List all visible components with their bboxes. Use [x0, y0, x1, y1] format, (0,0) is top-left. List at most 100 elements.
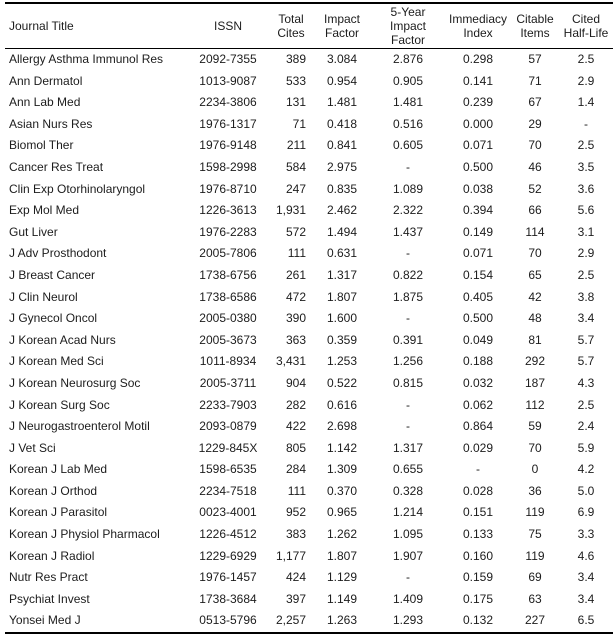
- column-header-impact_factor: Impact Factor: [313, 3, 371, 49]
- cell-total_cites: 383: [285, 527, 306, 542]
- cell-citable_items: 112: [525, 397, 545, 412]
- column-header-cited_half_life: Cited Half-Life: [559, 3, 613, 49]
- cell-cited_half_life: 2.5: [577, 267, 595, 282]
- cell-issn: 1976-2283: [199, 224, 257, 239]
- cell-cited_half_life: 4.3: [577, 375, 595, 390]
- cell-immediacy_index: 0.000: [462, 116, 494, 131]
- cell-issn: 1976-9148: [199, 138, 257, 153]
- cell-five_year_impact_factor: -: [406, 246, 410, 261]
- cell-issn: 0513-5796: [199, 613, 257, 628]
- cell-citable_items: 119: [525, 548, 545, 563]
- cell-impact_factor: 1.309: [326, 462, 358, 477]
- cell-journal_title: Psychiat Invest: [9, 591, 90, 606]
- table-row: Ann Dermatol 1013-9087 533 0.954 0.905 0.141 7…: [5, 71, 613, 93]
- cell-journal_title: Exp Mol Med: [9, 203, 80, 218]
- cell-five_year_impact_factor: 1.437: [392, 224, 424, 239]
- cell-issn: 2005-3711: [199, 375, 257, 390]
- cell-five_year_impact_factor: 0.328: [392, 483, 424, 498]
- cell-citable_items: 81: [528, 332, 542, 347]
- cell-immediacy_index: 0.405: [462, 289, 494, 304]
- cell-citable_items: 42: [528, 289, 542, 304]
- cell-issn: 1976-8710: [199, 181, 257, 196]
- cell-cited_half_life: 6.9: [577, 505, 595, 520]
- cell-cited_half_life: 3.4: [577, 570, 595, 585]
- table-row: Exp Mol Med 1226-3613 1,931 2.462 2.322 0.394…: [5, 200, 613, 222]
- cell-journal_title: Allergy Asthma Immunol Res: [9, 52, 164, 66]
- cell-journal_title: J Korean Surg Soc: [9, 397, 110, 412]
- cell-total_cites: 2,257: [275, 613, 306, 628]
- cell-immediacy_index: 0.149: [462, 224, 494, 239]
- cell-total_cites: 284: [285, 462, 306, 477]
- cell-journal_title: Korean J Lab Med: [9, 462, 108, 477]
- cell-impact_factor: 1.317: [326, 267, 358, 282]
- cell-citable_items: 59: [528, 419, 542, 434]
- cell-issn: 2233-7903: [199, 397, 257, 412]
- cell-citable_items: 36: [528, 483, 542, 498]
- cell-impact_factor: 1.149: [326, 591, 358, 606]
- cell-five_year_impact_factor: 1.256: [392, 354, 424, 369]
- cell-total_cites: 572: [285, 224, 306, 239]
- cell-five_year_impact_factor: 0.391: [392, 332, 424, 347]
- cell-journal_title: J Adv Prosthodont: [9, 246, 107, 261]
- cell-immediacy_index: 0.500: [462, 311, 494, 326]
- cell-five_year_impact_factor: -: [406, 311, 410, 326]
- cell-issn: 1229-845X: [198, 440, 258, 455]
- cell-immediacy_index: 0.049: [462, 332, 494, 347]
- cell-five_year_impact_factor: 0.605: [392, 138, 424, 153]
- column-header-total_cites: Total Cites: [269, 3, 313, 49]
- cell-issn: 2092-7355: [199, 52, 257, 66]
- cell-impact_factor: 0.835: [326, 181, 358, 196]
- cell-total_cites: 111: [287, 246, 306, 261]
- table-row: J Korean Surg Soc 2233-7903 282 0.616 - 0.062…: [5, 395, 613, 417]
- column-header-issn: ISSN: [187, 3, 269, 49]
- cell-impact_factor: 0.631: [326, 246, 358, 261]
- cell-five_year_impact_factor: 0.822: [392, 267, 424, 282]
- cell-total_cites: 247: [285, 181, 306, 196]
- cell-immediacy_index: 0.298: [462, 52, 494, 66]
- cell-total_cites: 389: [285, 52, 306, 66]
- cell-issn: 1738-3684: [199, 591, 257, 606]
- cell-journal_title: J Gynecol Oncol: [9, 311, 98, 326]
- cell-five_year_impact_factor: 2.876: [392, 52, 424, 66]
- cell-issn: 1598-2998: [199, 159, 257, 174]
- cell-journal_title: Korean J Radiol: [9, 548, 95, 563]
- cell-cited_half_life: 1.4: [577, 95, 595, 110]
- cell-journal_title: J Vet Sci: [9, 440, 56, 455]
- table-row: Psychiat Invest 1738-3684 397 1.149 1.409 0.1…: [5, 589, 613, 611]
- column-header-journal_title: Journal Title: [5, 3, 187, 49]
- table-row: Gut Liver 1976-2283 572 1.494 1.437 0.149 114 3…: [5, 222, 613, 244]
- table-row: J Adv Prosthodont 2005-7806 111 0.631 - 0.071…: [5, 243, 613, 265]
- cell-journal_title: J Neurogastroenterol Motil: [9, 419, 150, 434]
- cell-impact_factor: 0.616: [326, 397, 358, 412]
- table-row: Nutr Res Pract 1976-1457 424 1.129 - 0.159 69 3…: [5, 567, 613, 589]
- cell-journal_title: J Breast Cancer: [9, 267, 96, 282]
- cell-impact_factor: 1.142: [326, 440, 358, 455]
- cell-immediacy_index: 0.062: [462, 397, 494, 412]
- table-row: J Breast Cancer 1738-6756 261 1.317 0.822 0.1…: [5, 265, 613, 287]
- cell-issn: 2005-3673: [199, 332, 257, 347]
- cell-cited_half_life: 2.5: [577, 52, 595, 66]
- cell-issn: 1013-9087: [199, 73, 257, 88]
- table-row: Cancer Res Treat 1598-2998 584 2.975 - 0.500 4…: [5, 157, 613, 179]
- cell-five_year_impact_factor: 1.875: [392, 289, 424, 304]
- cell-citable_items: 114: [525, 224, 545, 239]
- cell-total_cites: 805: [285, 440, 306, 455]
- cell-citable_items: 70: [528, 440, 542, 455]
- cell-cited_half_life: 2.5: [577, 138, 595, 153]
- cell-citable_items: 57: [528, 52, 542, 66]
- cell-five_year_impact_factor: 1.481: [392, 95, 424, 110]
- table-row: Ann Lab Med 2234-3806 131 1.481 1.481 0.239 67…: [5, 92, 613, 114]
- cell-immediacy_index: 0.028: [462, 483, 494, 498]
- cell-journal_title: Asian Nurs Res: [9, 116, 93, 131]
- cell-citable_items: 227: [524, 613, 546, 628]
- cell-journal_title: Korean J Orthod: [9, 483, 98, 498]
- cell-five_year_impact_factor: 0.905: [392, 73, 424, 88]
- cell-total_cites: 3,431: [275, 354, 306, 369]
- cell-total_cites: 211: [286, 138, 306, 153]
- cell-citable_items: 46: [528, 159, 542, 174]
- cell-issn: 1976-1457: [199, 570, 257, 585]
- cell-immediacy_index: 0.154: [462, 267, 494, 282]
- cell-impact_factor: 0.841: [326, 138, 358, 153]
- cell-five_year_impact_factor: 1.907: [392, 548, 424, 563]
- cell-total_cites: 904: [285, 375, 306, 390]
